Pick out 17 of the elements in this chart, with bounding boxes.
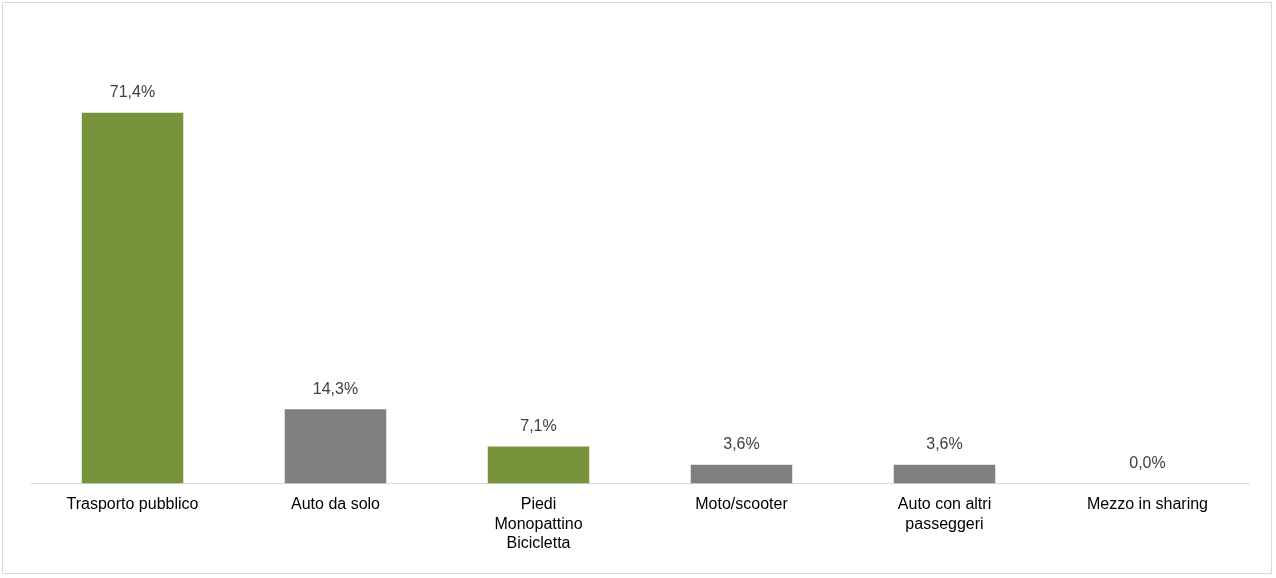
data-label: 71,4% [109, 83, 156, 101]
bar [690, 464, 793, 484]
data-label: 7,1% [520, 416, 557, 434]
bar [893, 464, 996, 484]
x-tick-label: Mezzo in sharing [1087, 495, 1208, 513]
data-label: 3,6% [723, 435, 760, 453]
x-tick-label: Trasporto pubblico [66, 495, 199, 513]
x-tick-label: Moto/scooter [695, 495, 789, 513]
x-tick-label: Auto da solo [291, 495, 381, 513]
data-label: 0,0% [1129, 453, 1166, 471]
data-label: 14,3% [312, 379, 359, 397]
bar [284, 409, 387, 484]
x-tick-label: Piedi Monopattino Bicicletta [494, 495, 583, 551]
bar [81, 112, 184, 484]
bar [487, 446, 590, 484]
x-tick-label: Auto con altri passeggeri [897, 495, 992, 532]
data-label: 3,6% [926, 435, 963, 453]
